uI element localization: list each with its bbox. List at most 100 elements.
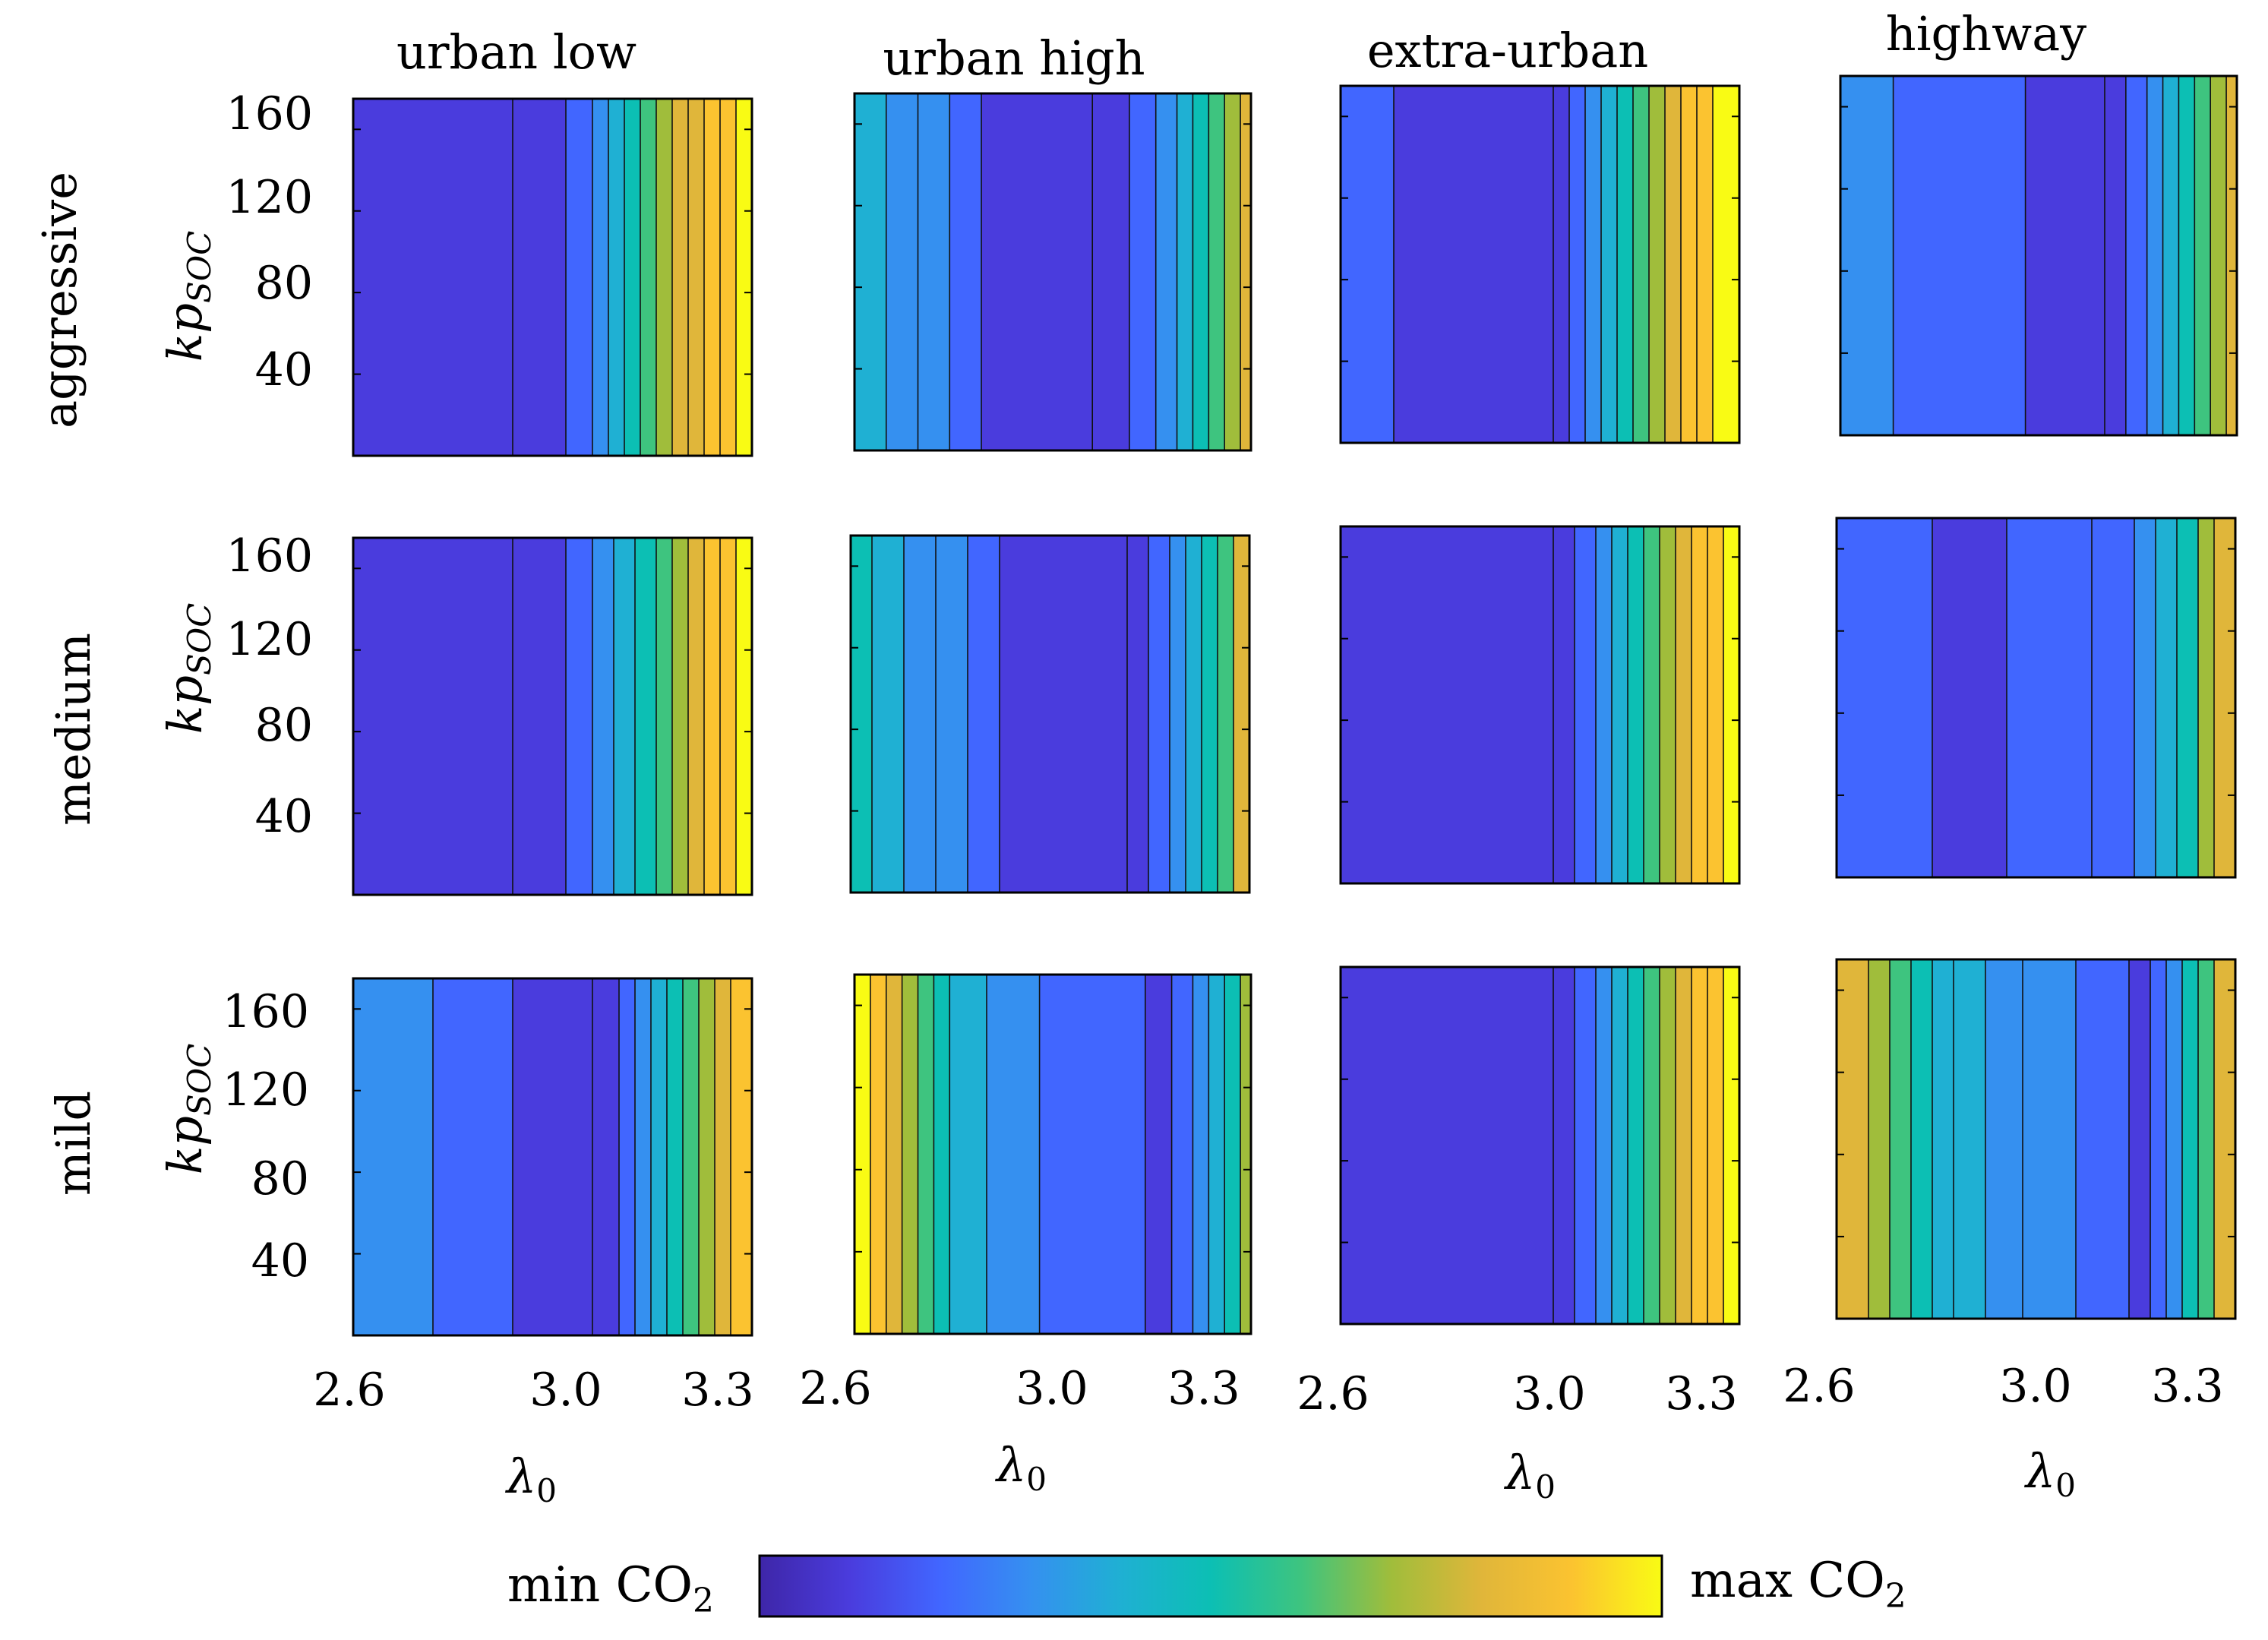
row-label-mild: mild [46, 1091, 101, 1196]
contour-band [1129, 93, 1157, 450]
contour-band [1234, 536, 1250, 893]
contour-band [2194, 76, 2211, 435]
contour-band [1723, 967, 1740, 1324]
contour-band [699, 978, 715, 1335]
contour-band [1155, 93, 1178, 450]
x-tick-label: 2.6 [1297, 1367, 1369, 1420]
contour-band [1890, 959, 1912, 1319]
x-tick-label: 3.3 [1665, 1367, 1737, 1420]
contour-band [1148, 536, 1170, 893]
x-tick-label: 3.3 [1167, 1362, 1240, 1415]
contour-band [1039, 975, 1146, 1334]
contour-band [1224, 93, 1241, 450]
y-tick-label: 80 [255, 699, 313, 752]
contour-band [2134, 518, 2156, 877]
contour-band [1177, 93, 1194, 450]
contour-band [1170, 536, 1186, 893]
contour-band [1000, 536, 1128, 893]
contour-band [2214, 959, 2236, 1319]
contour-band [2007, 518, 2093, 877]
contour-band [566, 538, 593, 895]
contour-band [1218, 536, 1234, 893]
x-tick-label: 3.0 [1016, 1362, 1088, 1415]
contour-band [904, 536, 937, 893]
contour-band [1692, 526, 1708, 883]
y-tick-label: 80 [251, 1152, 309, 1206]
column-title-extra-urban: extra-urban [1367, 23, 1648, 78]
panel-frame [853, 92, 1252, 452]
contour-band [2076, 959, 2130, 1319]
contour-band [635, 538, 657, 895]
contour-band [651, 978, 668, 1335]
contour-band [936, 536, 968, 893]
column-title-urban-high: urban high [883, 30, 1145, 86]
contour-band [2210, 76, 2227, 435]
contour-band [1612, 526, 1628, 883]
contour-band [619, 978, 636, 1335]
panel-mild-urban-low [352, 977, 753, 1337]
contour-band [566, 99, 593, 456]
contour-band [1240, 975, 1252, 1334]
contour-band [2198, 518, 2215, 877]
contour-band [353, 538, 513, 895]
contour-band [1208, 93, 1225, 450]
contour-band [592, 978, 620, 1335]
contour-band [688, 99, 705, 456]
panel-medium-urban-low [352, 536, 753, 896]
panel-mild-highway [1835, 958, 2237, 1320]
contour-band [2177, 518, 2199, 877]
contour-band [635, 978, 652, 1335]
contour-band [1713, 86, 1740, 443]
contour-band [592, 99, 609, 456]
contour-band [2092, 518, 2135, 877]
y-tick-label: 120 [222, 1063, 309, 1117]
y-tick-label: 40 [255, 343, 313, 397]
contour-band [1985, 959, 2023, 1319]
x-tick-label: 3.3 [681, 1364, 753, 1417]
contour-band [1553, 86, 1570, 443]
contour-band [688, 538, 705, 895]
contour-band [949, 975, 987, 1334]
x-tick-label: 2.6 [313, 1364, 385, 1417]
contour-band [1585, 86, 1602, 443]
contour-band [1954, 959, 1986, 1319]
contour-band [918, 93, 950, 450]
contour-band [949, 93, 982, 450]
contour-band [2156, 518, 2178, 877]
contour-band [513, 978, 593, 1335]
panel-frame [1339, 84, 1741, 444]
contour-band [353, 99, 513, 456]
contour-band [2182, 959, 2199, 1319]
contour-band [1394, 86, 1554, 443]
panel-frame [849, 534, 1251, 894]
contour-band [1612, 967, 1628, 1324]
contour-band [1628, 967, 1644, 1324]
contour-band [1341, 526, 1554, 883]
contour-band [981, 93, 1093, 450]
contour-band [608, 99, 625, 456]
contour-band [614, 538, 636, 895]
panel-frame [352, 536, 753, 896]
contour-band [1681, 86, 1698, 443]
contour-band [2162, 76, 2180, 435]
contour-band [715, 978, 731, 1335]
contour-band [1723, 526, 1740, 883]
contour-band [886, 975, 903, 1334]
contour-band [854, 93, 887, 450]
panel-frame [352, 977, 753, 1337]
contour-band [2129, 959, 2151, 1319]
contour-band [1208, 975, 1225, 1334]
contour-band [1575, 967, 1597, 1324]
contour-band [1224, 975, 1241, 1334]
contour-band [1192, 93, 1209, 450]
contour-band [902, 975, 919, 1334]
panel-aggressive-urban-high [853, 92, 1252, 452]
panel-aggressive-extra-urban [1339, 84, 1741, 444]
contour-band [1665, 86, 1682, 443]
contour-band [1697, 86, 1714, 443]
column-title-urban-low: urban low [396, 24, 636, 80]
panel-medium-urban-high [849, 534, 1251, 894]
colorbar [758, 1554, 1663, 1618]
x-tick-label: 2.6 [799, 1362, 871, 1415]
